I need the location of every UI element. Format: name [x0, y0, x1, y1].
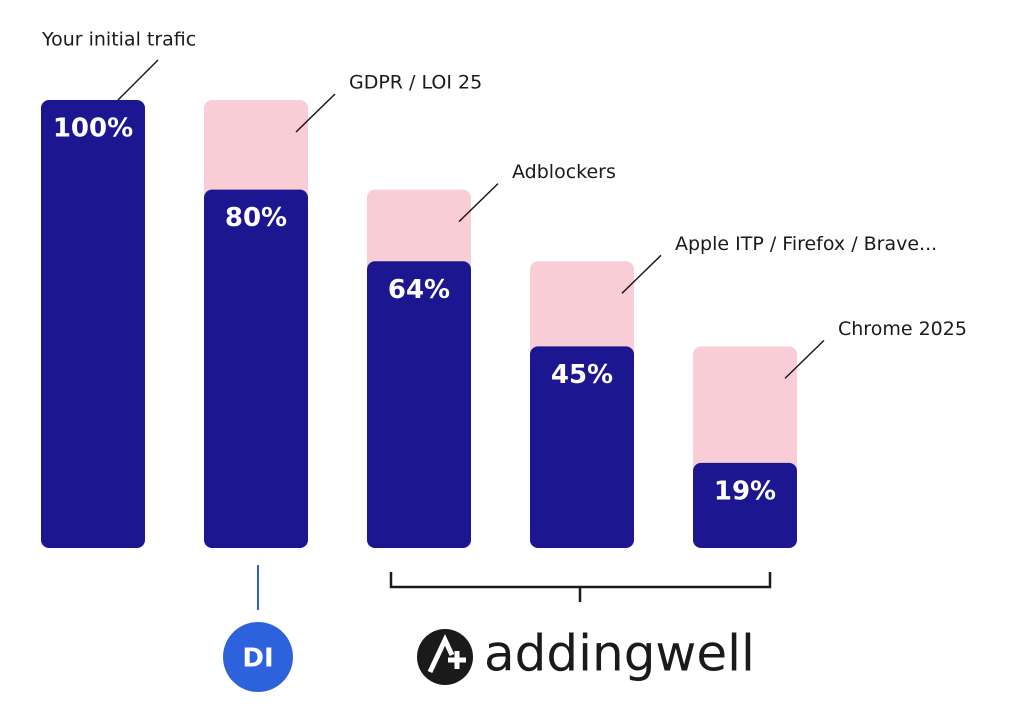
lost-segment	[693, 346, 797, 475]
value-label: 100%	[53, 114, 133, 144]
value-label: 64%	[388, 275, 450, 305]
leader-line	[117, 59, 159, 101]
di-logo-text: DI	[242, 644, 273, 674]
bar	[204, 189, 308, 548]
value-label: 45%	[551, 360, 613, 390]
leader-line	[458, 183, 499, 223]
value-label: 19%	[714, 476, 776, 506]
di-logo	[223, 622, 293, 692]
bracket	[389, 572, 772, 602]
bar	[367, 261, 471, 548]
annotation: GDPR / LOI 25	[349, 72, 482, 94]
lost-segment	[367, 189, 471, 274]
leader-line	[784, 339, 825, 379]
annotation: Adblockers	[512, 161, 616, 183]
bar	[530, 346, 634, 548]
lost-segment	[530, 261, 634, 359]
addingwell-icon-glyph	[427, 634, 466, 674]
bar	[693, 462, 797, 548]
annotation: Chrome 2025	[838, 318, 967, 340]
addingwell-logo-text: addingwell	[484, 625, 755, 683]
lost-segment	[204, 100, 308, 202]
leader-line	[621, 254, 662, 294]
annotation: Your initial trafic	[41, 29, 196, 51]
leader-line	[295, 93, 336, 133]
bar	[41, 100, 145, 548]
value-label: 80%	[225, 203, 287, 233]
annotation: Apple ITP / Firefox / Brave...	[675, 233, 937, 255]
